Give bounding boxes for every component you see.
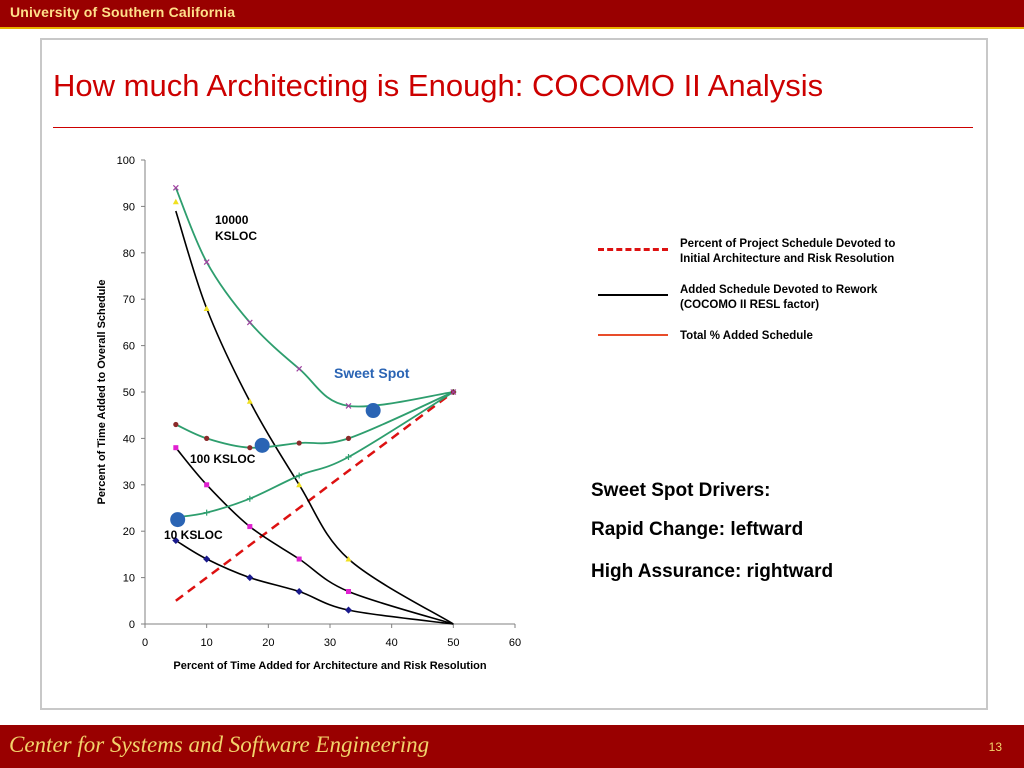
annotation-10-ksloc: 10 KSLOC: [164, 528, 223, 542]
annotation-10000-line1: 10000: [215, 213, 249, 227]
slide-frame: [40, 38, 988, 710]
annotation-sweet-spot: Sweet Spot: [334, 365, 410, 381]
rework-point-10-ksloc: [246, 574, 254, 582]
legend-item-architecture: Percent of Project Schedule Devoted to I…: [680, 237, 940, 267]
header-bar: University of Southern California: [0, 0, 1024, 29]
footer-bar: Center for Systems and Software Engineer…: [0, 725, 1024, 768]
rework-point-100-ksloc: [296, 556, 302, 562]
total-point-100-ksloc: [296, 440, 302, 446]
drivers-heading: Sweet Spot Drivers:: [591, 480, 771, 501]
rework-point-100-ksloc: [346, 589, 351, 595]
drivers-line2: High Assurance: rightward: [591, 561, 834, 582]
total-point-10000-ksloc: [246, 319, 253, 326]
rework-curve-10000-ksloc: [175, 210, 454, 625]
rework-point-10000-ksloc: [203, 305, 210, 311]
total-point-10000-ksloc: [296, 365, 303, 372]
total-point-100-ksloc: [204, 435, 210, 441]
page-number: 13: [988, 740, 1002, 754]
x-tick-label: 0: [142, 637, 148, 649]
rework-point-100-ksloc: [204, 482, 210, 488]
legend-swatch-black: [598, 294, 668, 296]
total-point-100-ksloc: [173, 421, 179, 428]
y-tick-label: 80: [123, 248, 135, 260]
university-name: University of Southern California: [10, 4, 236, 20]
x-tick-label: 40: [386, 637, 398, 649]
annotation-10000-ksloc: 10000 KSLOC: [215, 213, 257, 243]
total-point-10000-ksloc: [345, 402, 352, 409]
rework-point-10-ksloc: [203, 555, 211, 563]
rework-point-10000-ksloc: [345, 556, 352, 562]
marker-layer: [170, 184, 457, 614]
rework-point-10000-ksloc: [172, 198, 179, 205]
total-point-10-ksloc: [296, 472, 303, 479]
rework-point-100-ksloc: [173, 445, 179, 451]
y-tick-label: 10: [123, 573, 135, 585]
title-divider: [53, 127, 973, 128]
legend-swatch-dashed: [598, 248, 668, 251]
legend-rework-line1: Added Schedule Devoted to Rework: [680, 284, 878, 296]
axes-layer: 0 10 20 30 40 50 60 70 80 90 100 0 10 20 30 40 50 60: [117, 155, 521, 649]
sweet-spot-marker: [170, 512, 186, 528]
x-tick-label: 20: [262, 637, 274, 649]
y-tick-label: 90: [123, 201, 135, 213]
y-tick-label: 100: [117, 155, 135, 167]
y-tick-label: 50: [123, 387, 135, 399]
x-tick-label: 10: [201, 637, 213, 649]
diagonal-architecture-line: [175, 391, 455, 602]
rework-point-10-ksloc: [172, 536, 180, 545]
x-tick-label: 30: [324, 637, 336, 649]
annotation-100-ksloc: 100 KSLOC: [190, 452, 256, 466]
annotation-10000-line2: KSLOC: [215, 229, 257, 243]
rework-point-10000-ksloc: [296, 481, 303, 488]
total-point-10-ksloc: [246, 495, 253, 502]
rework-point-10-ksloc: [295, 587, 303, 596]
rework-point-10000-ksloc: [246, 398, 253, 404]
y-axis-label: Percent of Time Added to Overall Schedul…: [96, 280, 108, 505]
sweet-spot-marker: [254, 437, 270, 453]
y-tick-label: 60: [123, 341, 135, 353]
annotation-layer: 10000 KSLOC 100 KSLOC 10 KSLOC Sweet Spo…: [164, 213, 410, 542]
legend-item-rework: Added Schedule Devoted to Rework (COCOMO…: [680, 283, 940, 313]
rework-point-100-ksloc: [247, 524, 253, 530]
total-point-10000-ksloc: [203, 259, 210, 266]
rework-point-10-ksloc: [344, 606, 353, 614]
sweet-spot-marker: [365, 403, 381, 419]
y-tick-label: 0: [129, 619, 135, 631]
total-point-10000-ksloc: [450, 389, 457, 395]
total-point-100-ksloc: [247, 445, 253, 451]
legend-rework-line2: (COCOMO II RESL factor): [680, 299, 820, 311]
drivers-line1: Rapid Change: leftward: [591, 519, 804, 540]
slide-title: How much Architecting is Enough: COCOMO …: [53, 68, 824, 103]
x-tick-label: 60: [509, 637, 521, 649]
series-layer: [174, 187, 455, 625]
y-tick-label: 70: [123, 294, 135, 306]
total-point-100-ksloc: [345, 435, 352, 441]
legend-architecture-line1: Percent of Project Schedule Devoted to: [680, 238, 896, 250]
x-tick-label: 50: [447, 637, 459, 649]
footer-center-name: Center for Systems and Software Engineer…: [9, 732, 430, 757]
legend-architecture-line2: Initial Architecture and Risk Resolution: [680, 253, 895, 265]
legend-swatch-orange: [598, 334, 668, 336]
legend-item-total: Total % Added Schedule: [680, 329, 940, 344]
y-tick-label: 20: [123, 526, 135, 538]
total-point-10-ksloc: [203, 509, 210, 516]
y-tick-label: 40: [123, 433, 135, 445]
total-point-10000-ksloc: [172, 184, 179, 191]
total-point-10-ksloc: [345, 453, 352, 460]
x-axis-label: Percent of Time Added for Architecture a…: [173, 660, 486, 672]
legend-total-line1: Total % Added Schedule: [680, 330, 813, 342]
y-tick-label: 30: [123, 480, 135, 492]
